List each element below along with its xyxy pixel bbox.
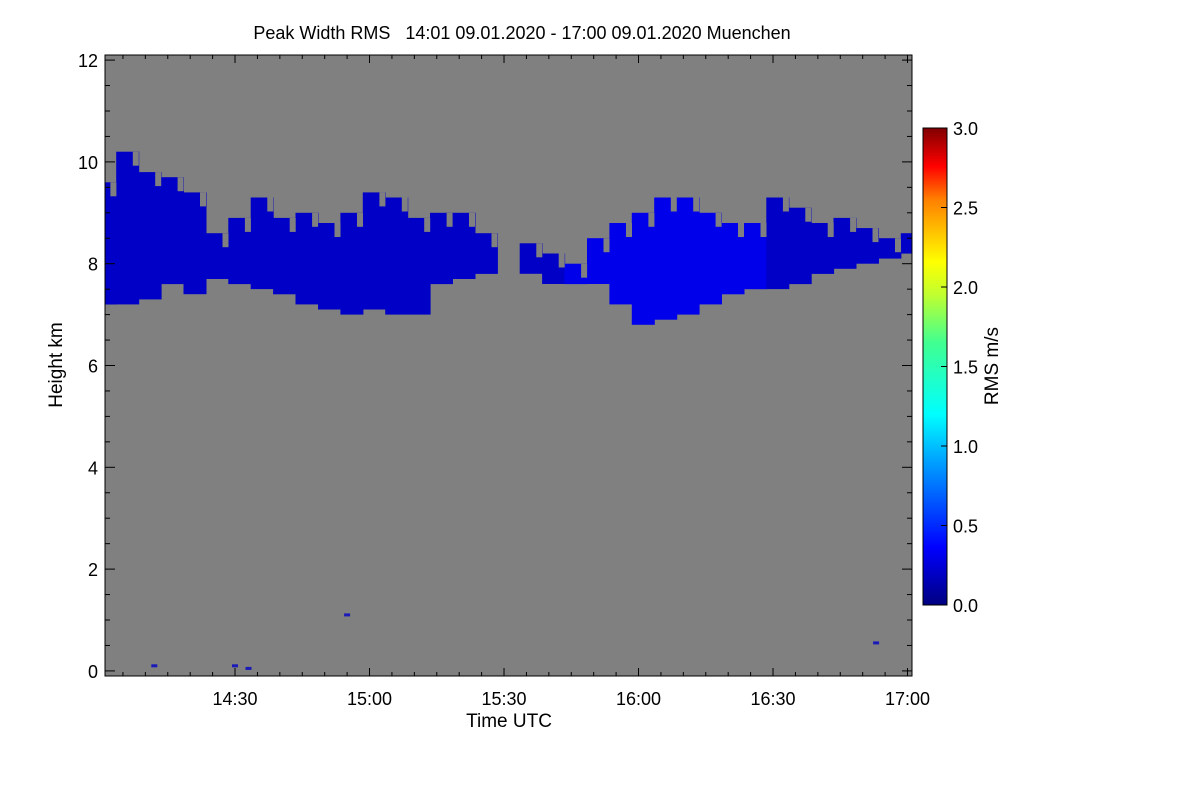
- x-tick-label: 15:30: [481, 689, 526, 709]
- plot-background: [105, 55, 912, 676]
- cloud-gap: [289, 217, 296, 232]
- cloud-column: [766, 197, 790, 290]
- data-speck: [151, 664, 158, 668]
- cloud-gap: [200, 192, 206, 207]
- data-speck: [344, 613, 351, 617]
- cloud-column: [430, 212, 453, 285]
- cloud-column: [105, 182, 117, 305]
- cloud-column: [250, 197, 274, 290]
- x-tick-label: 16:30: [750, 689, 795, 709]
- y-tick-label: 10: [78, 153, 98, 173]
- cloud-gap: [177, 177, 184, 192]
- colorbar-axis: 0.0 0.5 1.0 1.5 2.0 2.5 3.0: [941, 119, 978, 616]
- cloud-gap: [267, 197, 274, 212]
- cloud-gap: [312, 212, 319, 227]
- cloud-gap: [603, 238, 610, 253]
- cloud-column: [609, 223, 633, 305]
- cloud-column: [788, 207, 812, 285]
- cloud-gap: [334, 223, 341, 237]
- chart-title: Peak Width RMS 14:01 09.01.2020 - 17:00 …: [253, 23, 790, 43]
- cloud-gap: [222, 233, 229, 248]
- cloud-gap: [379, 192, 386, 207]
- cloud-gap: [132, 151, 139, 166]
- cloud-column: [138, 172, 162, 300]
- cloud-column: [183, 192, 207, 295]
- cloud-column: [900, 233, 912, 254]
- cloud-gap: [872, 228, 879, 243]
- y-tick-label: 4: [88, 458, 98, 478]
- cloud-column: [699, 212, 722, 305]
- y-axis-title: Height km: [46, 322, 67, 408]
- cloud-column: [721, 223, 745, 295]
- cloud-column: [161, 177, 184, 285]
- y-tick-label: 0: [88, 662, 98, 682]
- cloud-gap: [469, 212, 475, 227]
- colorbar-tick-label: 2.0: [953, 278, 978, 298]
- y-tick-label: 6: [88, 357, 98, 377]
- cloud-gap: [424, 217, 431, 232]
- cloud-gap: [558, 253, 565, 268]
- cloud-gap: [536, 243, 543, 258]
- x-axis-title: Time UTC: [466, 711, 552, 732]
- cloud-gap: [110, 182, 117, 197]
- cloud-gap: [446, 212, 453, 227]
- colorbar-tick-label: 3.0: [953, 119, 978, 139]
- colorbar-tick-label: 1.5: [953, 358, 978, 378]
- colorbar-tick-label: 2.5: [953, 199, 978, 219]
- cloud-column: [362, 192, 386, 310]
- x-axis: 14:30 15:00 15:30 16:00 16:30 17:00: [122, 55, 930, 709]
- cloud-gap: [581, 263, 588, 278]
- cloud-gap: [760, 223, 767, 237]
- cloud-gap: [244, 217, 251, 232]
- cloud-column: [654, 197, 678, 320]
- cloud-gap: [693, 197, 700, 212]
- colorbar-tick-label: 0.0: [953, 596, 978, 616]
- cloud-layer: [105, 151, 912, 670]
- y-tick-label: 8: [88, 255, 98, 275]
- cloud-gap: [827, 223, 834, 237]
- cloud-column: [228, 217, 252, 285]
- data-speck: [873, 641, 880, 645]
- y-tick-label: 2: [88, 560, 98, 580]
- cloud-column: [452, 212, 476, 279]
- cloud-gap: [357, 212, 363, 227]
- cloud-column: [116, 151, 140, 305]
- x-tick-label: 14:30: [212, 689, 257, 709]
- cloud-column: [407, 217, 431, 315]
- cloud-gap: [648, 212, 655, 227]
- cloud-column: [743, 223, 767, 290]
- x-tick-label: 16:00: [616, 689, 661, 709]
- cloud-column: [295, 212, 319, 305]
- cloud-column: [631, 212, 655, 325]
- y-axis: 0 2 4 6 8 10 12: [78, 51, 912, 682]
- cloud-gap: [513, 273, 520, 288]
- cloud-gap: [738, 223, 744, 237]
- cloud-gap: [782, 197, 789, 212]
- cloud-gap: [491, 233, 498, 248]
- colorbar-tick-label: 1.0: [953, 437, 978, 457]
- y-tick-label: 12: [78, 51, 98, 71]
- cloud-gap: [155, 172, 162, 187]
- cloud-column: [676, 197, 700, 315]
- cloud-gap: [850, 217, 857, 232]
- cloud-gap: [895, 238, 901, 253]
- x-tick-label: 17:00: [885, 689, 930, 709]
- cloud-column: [273, 217, 297, 295]
- cloud-gap: [670, 197, 677, 212]
- cloud-column: [340, 212, 364, 315]
- cloud-gap: [626, 223, 632, 237]
- data-speck: [245, 666, 252, 670]
- cloud-gap: [401, 197, 408, 212]
- cloud-gap: [715, 212, 722, 227]
- colorbar-title: RMS m/s: [982, 327, 1003, 405]
- x-tick-label: 15:00: [347, 689, 392, 709]
- data-speck: [232, 664, 238, 668]
- cloud-column: [385, 197, 409, 315]
- colorbar-tick-label: 0.5: [953, 517, 978, 537]
- cloud-column: [318, 223, 341, 310]
- cloud-gap: [805, 207, 812, 222]
